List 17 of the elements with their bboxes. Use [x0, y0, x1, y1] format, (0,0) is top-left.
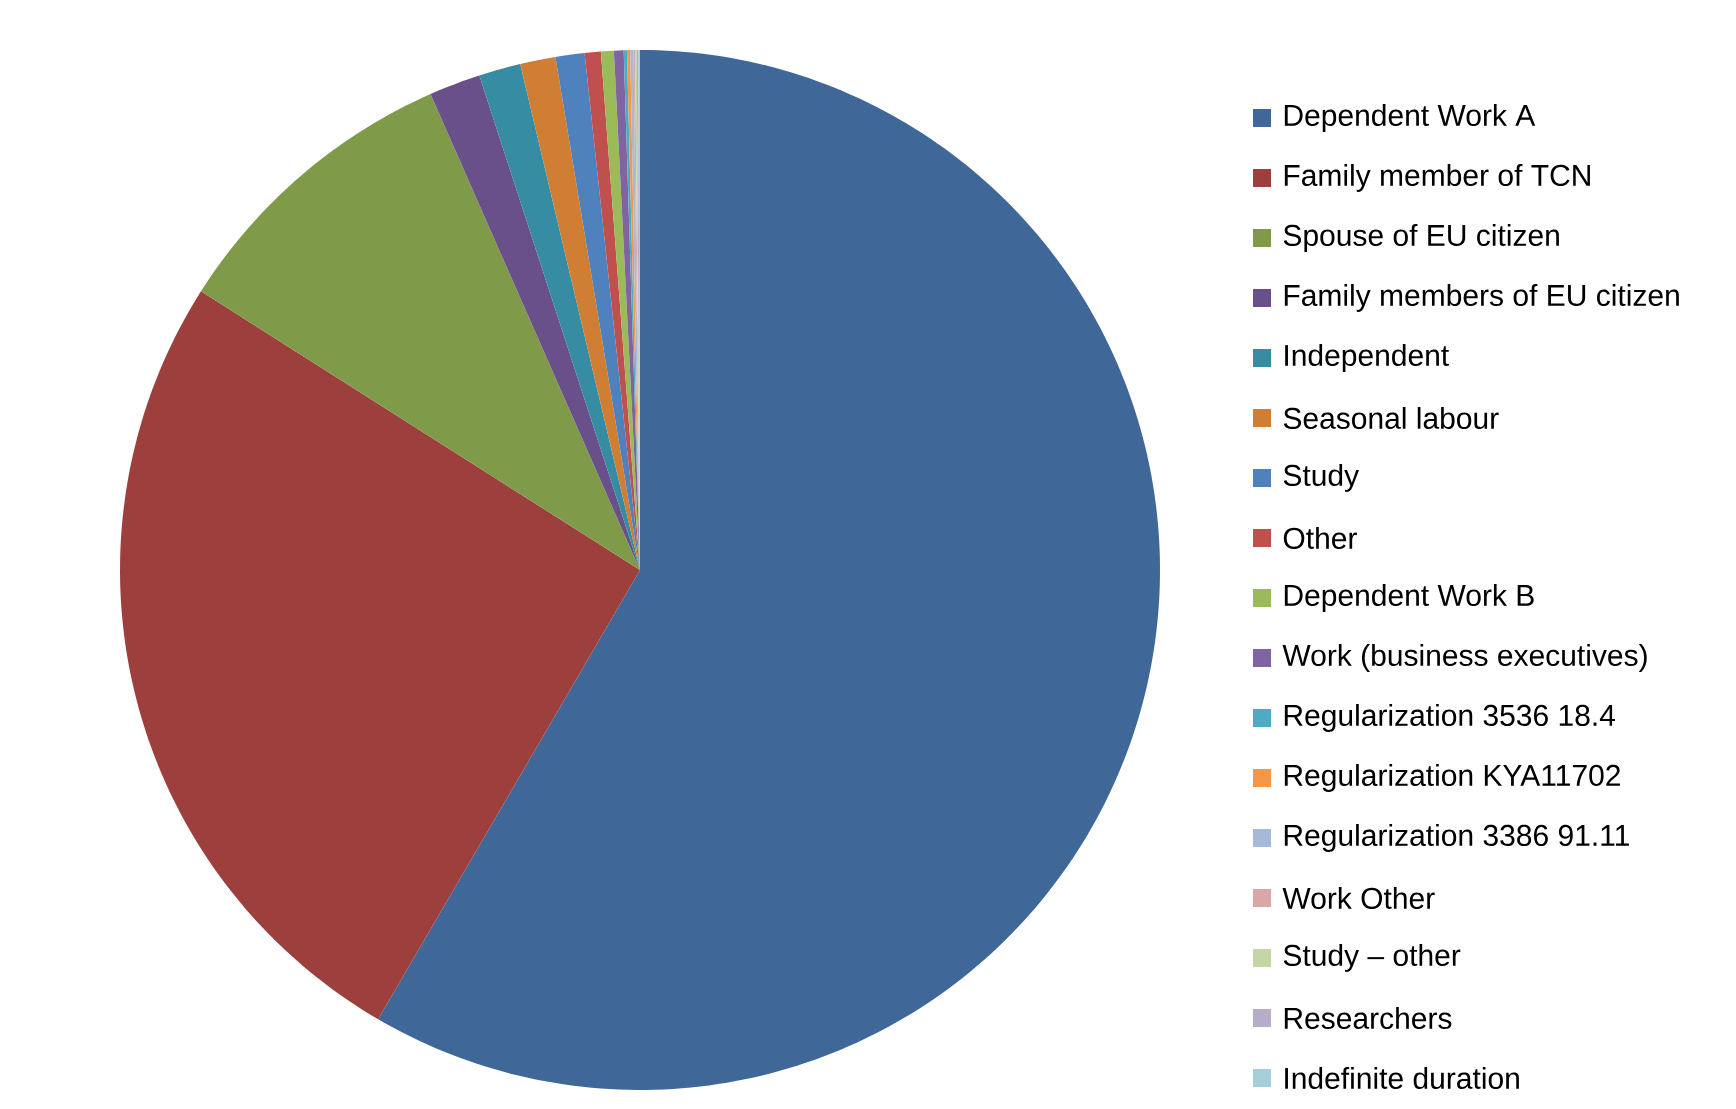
legend-label: Study – other [1283, 944, 1461, 972]
legend-label: Dependent Work A [1284, 104, 1536, 132]
legend-label: Spouse of EU citizen [1283, 224, 1559, 252]
legend-label: Regularization 3386 91.11 [1284, 824, 1629, 852]
legend-label: Regularization 3536 18.4 [1284, 704, 1616, 732]
legend-label: Family member of TCN [1284, 164, 1590, 192]
legend-label: Indefinite duration [1285, 1066, 1519, 1089]
legend-label: Study [1283, 464, 1360, 492]
legend-label: Regularization KYA11702 [1284, 764, 1620, 792]
legend-label: Dependent Work B [1284, 584, 1534, 612]
legend-label: Seasonal labour [1283, 406, 1499, 429]
legend-label: Work (business executives) [1282, 644, 1647, 672]
legend-label: Independent [1285, 344, 1449, 372]
legend-label: Researchers [1284, 1006, 1452, 1029]
legend-label: Work Other [1282, 886, 1435, 909]
legend-label: Other [1283, 526, 1357, 549]
legend-label: Family members of EU citizen [1284, 284, 1679, 312]
